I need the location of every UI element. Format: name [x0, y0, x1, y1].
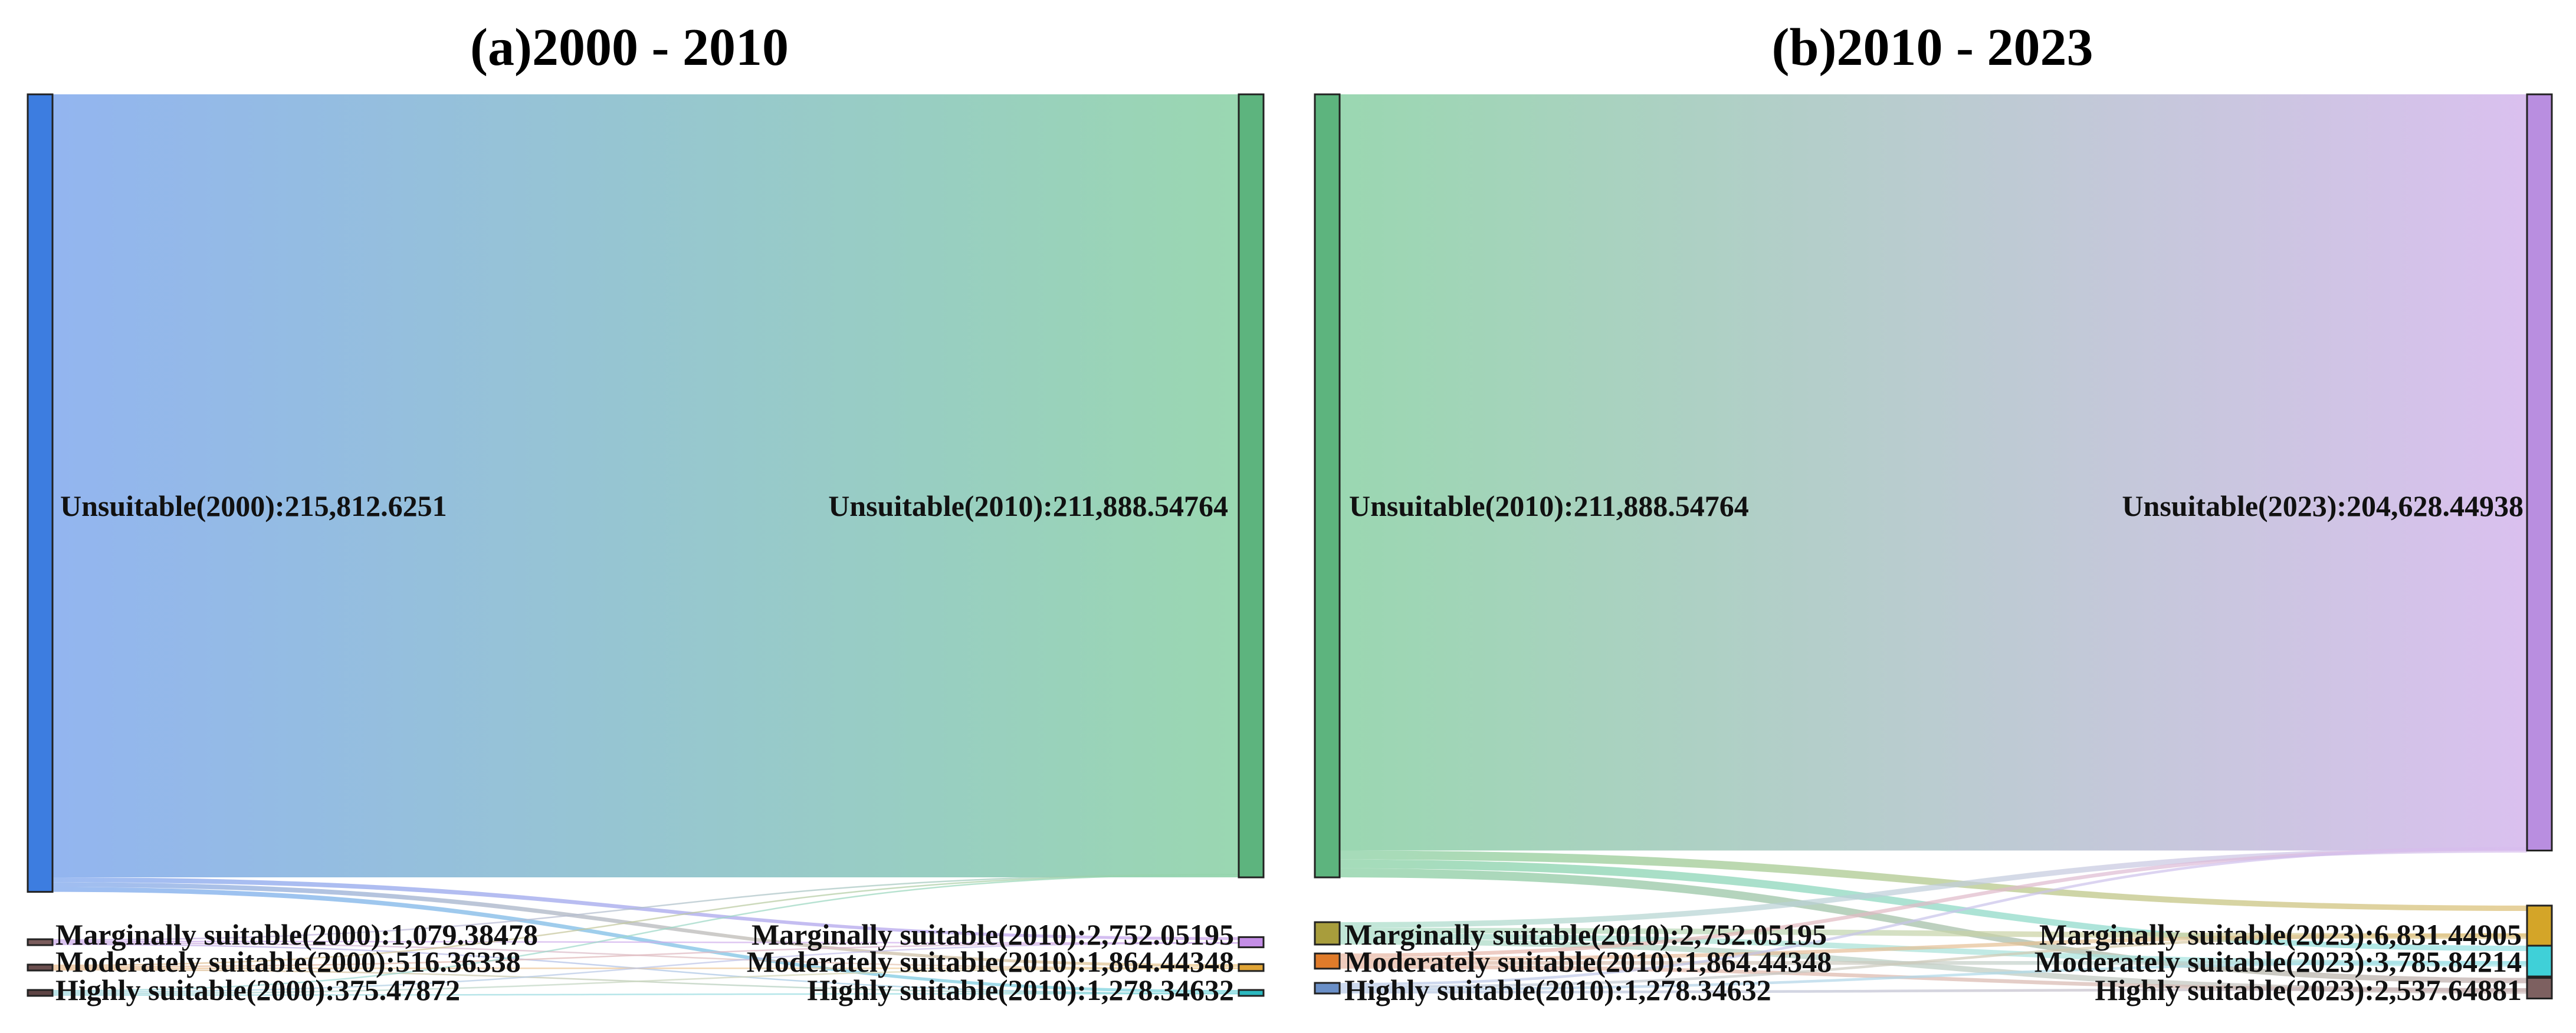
flow-moderately-to-marginally	[52, 942, 1239, 968]
right-label-unsuitable: Unsuitable(2023):204,628.44938	[2122, 489, 2524, 522]
flow-unsuitable-to-moderately	[52, 882, 1239, 968]
flow-highly-to-moderately	[52, 968, 1239, 995]
flow-moderately-to-moderately	[1340, 961, 2527, 965]
flow-unsuitable-to-marginally	[52, 877, 1239, 940]
right-node-highly	[2526, 977, 2553, 999]
left-label-unsuitable: Unsuitable(2010):211,888.54764	[1349, 489, 1749, 522]
flow-highly-to-unsuitable	[52, 874, 1239, 992]
left-node-highly	[27, 989, 54, 997]
left-node-moderately	[27, 963, 54, 972]
panel-b: (b)2010 - 2023 Unsuitable(2010):211,888.…	[1314, 18, 2553, 1006]
right-node-marginally	[1238, 936, 1265, 949]
flow-marginally-to-moderately	[1340, 933, 2527, 967]
left-label-unsuitable: Unsuitable(2000):215,812.6251	[60, 489, 447, 522]
flow-unsuitable-to-highly	[1340, 868, 2527, 983]
left-node-marginally	[1314, 921, 1341, 946]
flow-highly-to-moderately	[1340, 961, 2527, 991]
left-node-moderately	[1314, 952, 1341, 970]
flow-marginally-to-highly	[1340, 939, 2527, 994]
flow-unsuitable-to-marginally	[1340, 850, 2527, 912]
right-node-highly	[1238, 989, 1265, 997]
right-label-marginally: Marginally suitable(2023):6,831.44905	[2039, 918, 2522, 951]
flow-highly-to-highly	[1340, 988, 2527, 993]
left-label-highly: Highly suitable(2000):375.47872	[55, 973, 460, 1006]
right-label-marginally: Marginally suitable(2010):2,752.05195	[752, 918, 1234, 951]
left-label-marginally: Marginally suitable(2010):2,752.05195	[1344, 918, 1827, 951]
left-label-marginally: Marginally suitable(2000):1,079.38478	[55, 918, 538, 951]
right-node-moderately	[1238, 963, 1265, 972]
right-label-highly: Highly suitable(2023):2,537.64881	[2095, 973, 2522, 1006]
right-label-unsuitable: Unsuitable(2010):211,888.54764	[828, 489, 1228, 522]
left-label-highly: Highly suitable(2010):1,278.34632	[1344, 973, 1771, 1006]
panel-a-flows	[52, 94, 1239, 996]
left-label-moderately: Moderately suitable(2000):516.36338	[55, 945, 521, 978]
panel-a-labels: Unsuitable(2000):215,812.6251 Marginally…	[55, 489, 1234, 1006]
left-node-unsuitable	[27, 93, 54, 893]
flow-marginally-to-unsuitable	[1340, 847, 2527, 928]
right-label-moderately: Moderately suitable(2023):3,785.84214	[2034, 945, 2522, 978]
panel-b-labels: Unsuitable(2010):211,888.54764 Marginall…	[1344, 489, 2524, 1006]
panel-a-nodes	[27, 93, 1265, 997]
flow-unsuitable-to-unsuitable	[52, 94, 1239, 878]
panel-a: (a)2000 - 2010 Unsuitable(2000):215,812.…	[27, 18, 1265, 1006]
flow-marginally-to-unsuitable	[52, 874, 1239, 941]
flow-moderately-to-highly	[1340, 965, 2527, 992]
right-node-moderately	[2526, 945, 2553, 978]
left-label-moderately: Moderately suitable(2010):1,864.44348	[1344, 945, 1832, 978]
flow-highly-to-marginally	[1340, 933, 2527, 988]
left-node-marginally	[27, 938, 54, 946]
right-node-unsuitable	[1238, 93, 1265, 879]
panel-b-title: (b)2010 - 2023	[1772, 18, 2093, 77]
flow-highly-to-unsuitable	[1340, 847, 2527, 986]
flow-marginally-to-marginally	[52, 940, 1239, 944]
panel-b-flows	[1340, 94, 2527, 994]
right-label-moderately: Moderately suitable(2010):1,864.44348	[747, 945, 1234, 978]
flow-moderately-to-unsuitable	[52, 874, 1239, 966]
flow-unsuitable-to-unsuitable	[1340, 94, 2527, 851]
flow-unsuitable-to-moderately	[1340, 859, 2527, 951]
right-node-unsuitable	[2526, 93, 2553, 852]
flow-moderately-to-unsuitable	[1340, 847, 2527, 958]
panel-a-title: (a)2000 - 2010	[470, 18, 789, 77]
left-node-unsuitable	[1314, 93, 1341, 879]
flow-moderately-to-marginally	[1340, 933, 2527, 961]
flow-unsuitable-to-highly	[52, 887, 1239, 993]
flow-highly-to-marginally	[52, 942, 1239, 993]
left-node-highly	[1314, 982, 1341, 995]
right-label-highly: Highly suitable(2010):1,278.34632	[807, 973, 1234, 1006]
panel-b-nodes	[1314, 93, 2553, 999]
flow-highly-to-highly	[52, 993, 1239, 996]
